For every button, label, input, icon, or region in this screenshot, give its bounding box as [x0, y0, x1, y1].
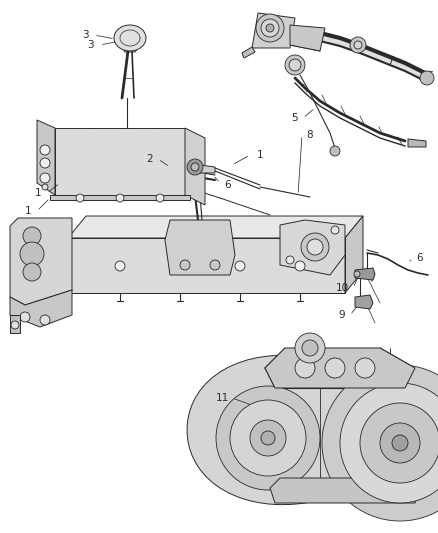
Polygon shape: [68, 238, 345, 293]
Text: 10: 10: [336, 283, 349, 293]
Circle shape: [307, 239, 323, 255]
Circle shape: [266, 24, 274, 32]
Text: 9: 9: [339, 310, 345, 320]
Circle shape: [40, 315, 50, 325]
Circle shape: [380, 423, 420, 463]
Circle shape: [340, 383, 438, 503]
Circle shape: [11, 321, 19, 329]
Polygon shape: [10, 315, 20, 333]
Circle shape: [187, 159, 203, 175]
Polygon shape: [408, 139, 426, 147]
Circle shape: [295, 261, 305, 271]
Polygon shape: [114, 25, 146, 51]
Polygon shape: [187, 356, 438, 505]
Circle shape: [20, 242, 44, 266]
Text: 1: 1: [257, 150, 263, 160]
Circle shape: [250, 420, 286, 456]
Circle shape: [261, 431, 275, 445]
Circle shape: [286, 256, 294, 264]
Polygon shape: [280, 220, 345, 275]
Circle shape: [76, 194, 84, 202]
Circle shape: [180, 260, 190, 270]
Text: 11: 11: [215, 393, 229, 403]
Circle shape: [325, 358, 345, 378]
Circle shape: [330, 146, 340, 156]
Polygon shape: [68, 216, 363, 238]
Text: 5: 5: [292, 113, 298, 123]
Circle shape: [23, 263, 41, 281]
Circle shape: [175, 261, 185, 271]
Circle shape: [360, 403, 438, 483]
Circle shape: [355, 358, 375, 378]
Circle shape: [20, 312, 30, 322]
Circle shape: [115, 261, 125, 271]
Polygon shape: [185, 128, 205, 205]
Polygon shape: [345, 216, 363, 293]
Circle shape: [230, 400, 306, 476]
Text: 3: 3: [82, 30, 88, 40]
Circle shape: [350, 37, 366, 53]
Circle shape: [295, 358, 315, 378]
Circle shape: [40, 158, 50, 168]
Circle shape: [216, 386, 320, 490]
Text: 8: 8: [307, 130, 313, 140]
Polygon shape: [55, 128, 185, 195]
Text: 7: 7: [387, 56, 393, 66]
Circle shape: [23, 227, 41, 245]
Circle shape: [210, 260, 220, 270]
Circle shape: [420, 71, 434, 85]
Circle shape: [322, 365, 438, 521]
Polygon shape: [265, 348, 415, 388]
Circle shape: [40, 145, 50, 155]
Polygon shape: [252, 13, 295, 48]
Polygon shape: [37, 120, 55, 195]
Polygon shape: [355, 295, 373, 309]
Circle shape: [40, 173, 50, 183]
Circle shape: [261, 19, 279, 37]
Circle shape: [392, 435, 408, 451]
Circle shape: [302, 340, 318, 356]
Text: 6: 6: [225, 180, 231, 190]
Circle shape: [191, 163, 199, 171]
Circle shape: [354, 41, 362, 49]
Polygon shape: [50, 195, 190, 200]
Polygon shape: [242, 47, 255, 58]
Polygon shape: [10, 290, 72, 327]
Circle shape: [42, 184, 48, 190]
Circle shape: [301, 233, 329, 261]
Text: 6: 6: [417, 253, 423, 263]
Polygon shape: [165, 220, 235, 275]
Circle shape: [289, 59, 301, 71]
Polygon shape: [355, 268, 375, 280]
Text: 3: 3: [87, 40, 93, 50]
Circle shape: [354, 271, 360, 277]
Text: 1: 1: [35, 188, 41, 198]
Circle shape: [285, 55, 305, 75]
Text: 2: 2: [147, 154, 153, 164]
Polygon shape: [10, 218, 72, 305]
Circle shape: [156, 194, 164, 202]
Text: 1: 1: [25, 206, 31, 216]
Circle shape: [235, 261, 245, 271]
Polygon shape: [270, 478, 420, 503]
Polygon shape: [290, 25, 325, 51]
Polygon shape: [200, 165, 215, 173]
Circle shape: [256, 14, 284, 42]
Circle shape: [331, 226, 339, 234]
Circle shape: [116, 194, 124, 202]
Circle shape: [295, 333, 325, 363]
